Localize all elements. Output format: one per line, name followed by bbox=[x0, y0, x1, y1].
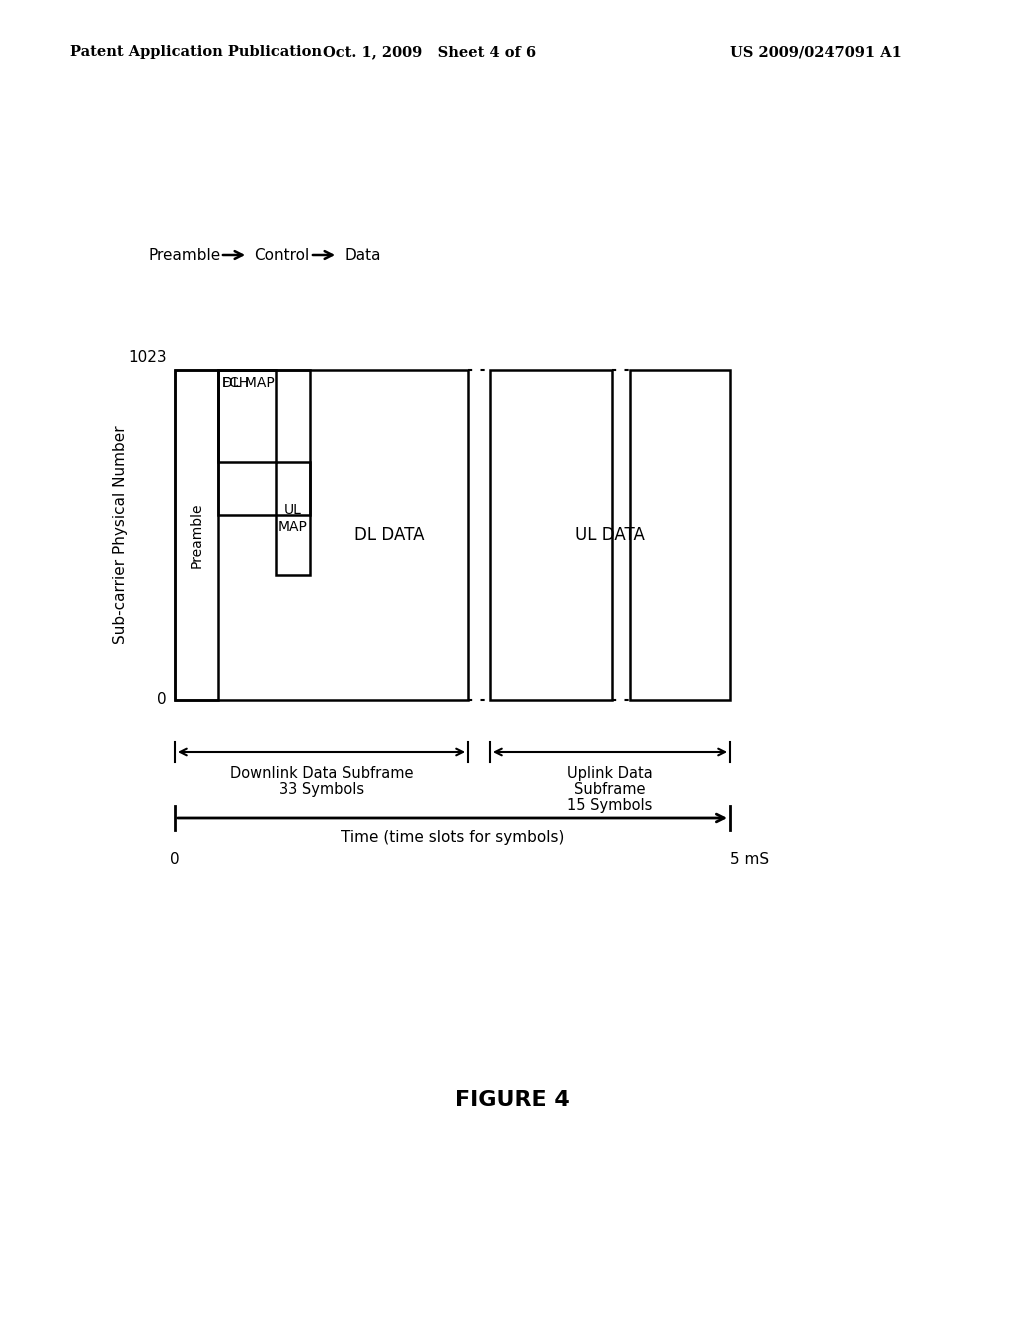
Text: FIGURE 4: FIGURE 4 bbox=[455, 1090, 569, 1110]
Text: 0: 0 bbox=[170, 851, 180, 867]
Text: UL
MAP: UL MAP bbox=[279, 503, 308, 533]
Text: FCH: FCH bbox=[222, 376, 250, 389]
Text: Preamble: Preamble bbox=[189, 502, 204, 568]
Text: DL MAP: DL MAP bbox=[222, 376, 274, 389]
Text: Sub-carrier Physical Number: Sub-carrier Physical Number bbox=[113, 425, 128, 644]
Text: 15 Symbols: 15 Symbols bbox=[567, 799, 652, 813]
Text: UL DATA: UL DATA bbox=[575, 525, 645, 544]
Text: Downlink Data Subframe: Downlink Data Subframe bbox=[229, 766, 414, 781]
Text: Data: Data bbox=[344, 248, 381, 263]
Text: Time (time slots for symbols): Time (time slots for symbols) bbox=[341, 830, 564, 845]
Text: 33 Symbols: 33 Symbols bbox=[279, 781, 365, 797]
Text: Oct. 1, 2009   Sheet 4 of 6: Oct. 1, 2009 Sheet 4 of 6 bbox=[324, 45, 537, 59]
Text: DL DATA: DL DATA bbox=[353, 525, 424, 544]
Text: 0: 0 bbox=[158, 693, 167, 708]
Text: Control: Control bbox=[254, 248, 309, 263]
Text: Preamble: Preamble bbox=[148, 248, 220, 263]
Text: 5 mS: 5 mS bbox=[730, 851, 769, 867]
Text: US 2009/0247091 A1: US 2009/0247091 A1 bbox=[730, 45, 902, 59]
Text: Patent Application Publication: Patent Application Publication bbox=[70, 45, 322, 59]
Text: Uplink Data: Uplink Data bbox=[567, 766, 653, 781]
Text: 1023: 1023 bbox=[128, 351, 167, 366]
Text: Subframe: Subframe bbox=[574, 781, 646, 797]
